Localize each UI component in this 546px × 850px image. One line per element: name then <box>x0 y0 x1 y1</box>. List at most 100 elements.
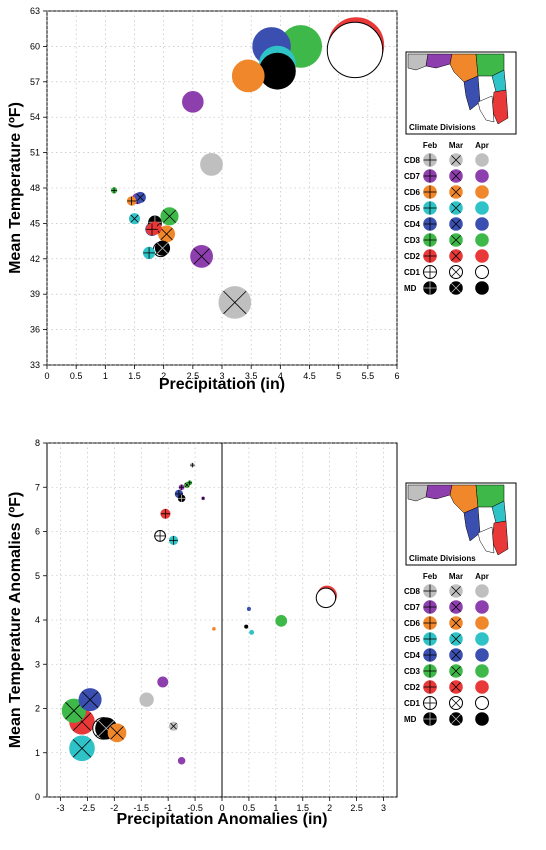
chart-temperature-vs-precipitation: 0 0.5 1 1.5 2 2.5 3 3.5 4 4.5 5 5.5 6333639424548515… <box>7 6 400 393</box>
map-region-cd7-top <box>425 53 453 69</box>
legend-marker-cd1-mar-bottom-cross-b <box>451 698 461 708</box>
legend-marker-cd2-apr-top-disc <box>475 249 489 263</box>
legend-marker-cd4-mar-top <box>449 217 463 231</box>
legend-marker-cd8-apr-top-disc <box>475 153 489 167</box>
legend-bottom: Climate Divisions Feb Mar Apr CD8 CD7 CD6 CD5 CD… <box>404 482 517 726</box>
legend-marker-cd7-mar-bottom <box>449 600 463 614</box>
legend-marker-cd3-apr-bottom-disc <box>475 664 489 678</box>
map-region-cd1-bottom <box>477 526 495 554</box>
map-region-cd1-top <box>477 95 495 123</box>
chart2-point-cd4-apr-23 <box>246 606 251 611</box>
chart1-ytick-label-0: 33 <box>30 360 40 370</box>
legend-marker-cd3-apr-top <box>475 233 489 247</box>
legend-marker-cd7-apr-bottom-disc <box>475 600 489 614</box>
chart2-point-cd6-mar-11-cross-b <box>110 726 124 740</box>
legend-row-cd1-bottom: CD1 <box>404 699 421 708</box>
chart2-point-cd2-feb-6 <box>160 508 171 519</box>
legend-row-cd1-top: CD1 <box>404 268 421 277</box>
chart1-ytick-label-1: 36 <box>30 325 40 335</box>
chart2-ytick-label-1: 1 <box>35 748 40 758</box>
map-region-cd4-bottom <box>463 506 481 542</box>
legend-marker-cd6-mar-top-cross-b <box>451 187 461 197</box>
chart1-point-cd6-feb-2 <box>126 196 137 206</box>
chart1-ytick-label-4: 45 <box>30 218 40 228</box>
legend-marker-cd2-apr-bottom-disc <box>475 680 489 694</box>
legend-marker-cd7-apr-top <box>475 169 489 183</box>
chart2-point-cd2-mar-15-cross-b <box>72 712 92 731</box>
legend-marker-cd8-feb-bottom <box>423 584 437 598</box>
legend-marker-cd6-apr-bottom-disc <box>475 616 489 630</box>
chart2-ytick-label-6: 6 <box>35 527 40 537</box>
chart1-point-cd6-apr-20-disc <box>231 59 265 93</box>
legend-marker-cd7-feb-bottom <box>423 600 437 614</box>
legend-marker-cd7-apr-top-disc <box>475 169 489 183</box>
chart2-point-cd5-feb-3 <box>168 535 179 545</box>
chart1-ticks: 0 0.5 1 1.5 2 2.5 3 3.5 4 4.5 5 5.5 6333639424548515… <box>30 6 400 381</box>
legend-row-cd3-bottom: CD3 <box>404 667 421 676</box>
legend-marker-md-mar-bottom-cross-b <box>451 714 461 724</box>
chart1-point-cd8-mar-9-cross-b <box>223 290 247 315</box>
chart2-point-cd1-apr-26-disc <box>315 587 337 609</box>
chart1-xtick-label-5: 2.5 <box>187 371 200 381</box>
legend-marker-cd3-mar-top-cross-b <box>451 235 461 245</box>
chart1-point-md-apr-26-disc <box>259 52 296 90</box>
legend-marker-cd1-mar-bottom <box>449 696 463 710</box>
legend-marker-md-mar-top <box>449 281 463 295</box>
legend-marker-md-apr-top-disc <box>475 281 489 295</box>
map-region-cd8-bottom <box>407 484 429 502</box>
legend-row-md-bottom: MD <box>404 715 417 724</box>
chart1-xtick-label-10: 5 <box>336 371 341 381</box>
legend-marker-cd5-feb-top <box>423 201 437 215</box>
chart2-xtick-label-6: 0 <box>219 803 224 813</box>
chart1-point-md-apr-26 <box>259 52 296 90</box>
chart2-point-cd6-apr-21 <box>212 627 216 631</box>
legend-marker-cd5-feb-bottom <box>423 632 437 646</box>
chart2-point-cd8-mar-9 <box>168 721 179 731</box>
legend-marker-cd8-feb-top <box>423 153 437 167</box>
legend-marker-cd2-apr-bottom <box>475 680 489 694</box>
legend-row-cd3-top: CD3 <box>404 236 421 245</box>
chart2-point-md-apr-27-disc <box>244 624 249 629</box>
chart2-xtick-label-8: 1 <box>273 803 278 813</box>
chart2-xtick-label-7: 0.5 <box>243 803 256 813</box>
legend-col-mar-bottom: Mar <box>449 572 463 581</box>
legend-marker-cd8-mar-bottom-cross-b <box>451 586 461 596</box>
chart1-point-md-mar-17-cross-b <box>157 242 168 254</box>
legend-row-cd8-bottom: CD8 <box>404 587 421 596</box>
chart1-xtick-label-7: 3.5 <box>245 371 258 381</box>
chart2-point-cd8-apr-18-disc <box>139 692 154 707</box>
chart2-point-cd8-mar-9-cross-b <box>170 722 177 730</box>
chart1-point-cd3-feb-5 <box>110 187 118 194</box>
chart1-point-md-mar-17 <box>154 240 171 256</box>
chart1-xlabel: Precipitation (in) <box>159 376 285 393</box>
legend-row-cd6-top: CD6 <box>404 188 421 197</box>
map-region-cd4-top <box>463 75 481 111</box>
chart2-point-cd5-apr-22-disc <box>249 629 255 635</box>
legend-marker-cd1-mar-top-cross-b <box>451 267 461 277</box>
chart1-xtick-label-9: 4.5 <box>303 371 316 381</box>
legend-marker-cd4-feb-top <box>423 217 437 231</box>
chart2-ytick-label-4: 4 <box>35 615 40 625</box>
chart1-xtick-label-3: 1.5 <box>128 371 141 381</box>
legend-marker-cd1-apr-top <box>475 265 489 279</box>
legend-marker-cd8-mar-bottom <box>449 584 463 598</box>
chart1-point-cd5-mar-12 <box>128 213 141 225</box>
legend-marker-cd4-apr-bottom-disc <box>475 648 489 662</box>
legend-marker-md-apr-top <box>475 281 489 295</box>
legend-row-cd7-bottom: CD7 <box>404 603 421 612</box>
chart2-xtick-label-1: -2.5 <box>80 803 96 813</box>
chart2-points <box>61 462 337 765</box>
legend-marker-cd8-apr-top <box>475 153 489 167</box>
legend-marker-cd4-apr-top <box>475 217 489 231</box>
legend-marker-cd7-mar-top <box>449 169 463 183</box>
chart1-points <box>110 17 385 319</box>
chart2-point-md-apr-27 <box>244 624 249 629</box>
climate-division-map-shapes-top <box>407 53 509 125</box>
legend-marker-cd6-feb-bottom <box>423 616 437 630</box>
chart2-ytick-label-3: 3 <box>35 659 40 669</box>
chart2-ylabel: Mean Temperature Anomalies (ºF) <box>7 492 24 749</box>
legend-row-cd6-bottom: CD6 <box>404 619 421 628</box>
map-region-cd8-top <box>407 53 429 71</box>
chart1-point-cd4-mar-13-cross-b <box>136 193 145 202</box>
chart2-xtick-label-0: -3 <box>56 803 64 813</box>
